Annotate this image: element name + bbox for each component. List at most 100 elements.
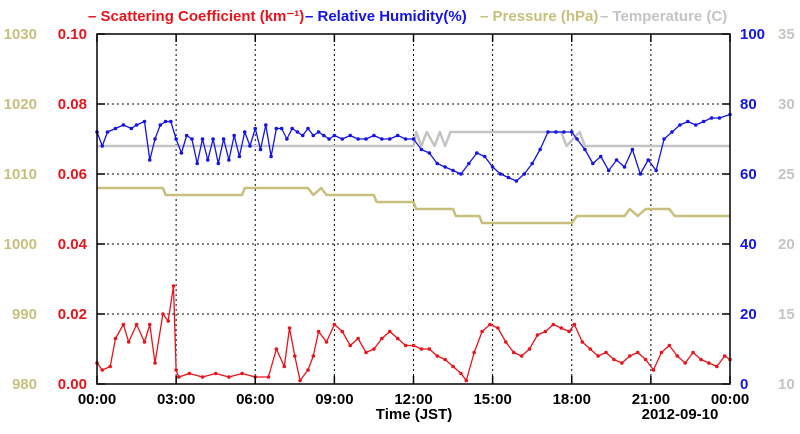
data-point-humidity xyxy=(467,161,471,166)
data-point-scattering xyxy=(356,336,360,341)
scattering-tick-label: 0.00 xyxy=(58,376,87,393)
temperature-tick-label: 10 xyxy=(778,376,795,393)
data-point-humidity xyxy=(242,130,247,134)
data-point-scattering xyxy=(567,329,571,334)
humidity-tick-label: 20 xyxy=(740,306,757,323)
temperature-tick-label: 35 xyxy=(778,26,795,43)
data-point-scattering xyxy=(166,319,171,323)
data-point-scattering xyxy=(395,336,400,341)
pressure-tick-label: 1020 xyxy=(4,96,37,113)
data-point-scattering xyxy=(324,340,329,344)
data-point-scattering xyxy=(340,329,345,334)
data-point-humidity xyxy=(701,119,706,124)
data-point-humidity xyxy=(591,161,595,166)
data-point-humidity xyxy=(562,130,566,134)
data-point-humidity xyxy=(622,165,627,169)
data-point-humidity xyxy=(686,119,690,124)
date-label: 2012-09-10 xyxy=(642,406,719,423)
data-point-scattering xyxy=(403,343,408,348)
data-point-scattering xyxy=(504,340,508,344)
data-point-humidity xyxy=(129,126,134,131)
data-point-humidity xyxy=(583,147,587,152)
data-point-humidity xyxy=(482,154,487,159)
data-point-scattering xyxy=(715,364,719,369)
data-point-humidity xyxy=(205,158,210,162)
data-point-humidity xyxy=(153,137,157,141)
data-point-scattering xyxy=(311,354,316,358)
data-point-humidity xyxy=(427,151,432,155)
data-point-humidity xyxy=(709,116,714,120)
data-point-scattering xyxy=(100,368,105,372)
data-point-scattering xyxy=(174,368,178,372)
data-point-scattering xyxy=(612,357,616,362)
data-point-humidity xyxy=(522,172,527,176)
data-point-humidity xyxy=(554,130,558,134)
data-point-humidity xyxy=(340,137,345,141)
scattering-tick-label: 0.08 xyxy=(58,96,87,113)
data-point-humidity xyxy=(630,147,635,152)
data-point-scattering xyxy=(142,340,147,344)
data-point-humidity xyxy=(248,144,252,148)
temperature-tick-label: 30 xyxy=(778,96,795,113)
data-point-scattering xyxy=(419,347,424,351)
data-point-humidity xyxy=(121,123,126,127)
data-point-humidity xyxy=(459,172,463,176)
data-point-scattering xyxy=(488,322,492,327)
data-point-humidity xyxy=(678,123,682,127)
data-point-humidity xyxy=(475,151,479,155)
data-point-humidity xyxy=(670,130,674,134)
data-point-scattering xyxy=(635,350,640,355)
data-point-humidity xyxy=(216,161,221,166)
data-point-humidity xyxy=(274,126,279,131)
data-point-humidity xyxy=(654,168,658,173)
data-point-humidity xyxy=(356,137,360,141)
data-point-humidity xyxy=(311,133,316,138)
data-point-humidity xyxy=(158,123,163,127)
humidity-tick-label: 0 xyxy=(740,376,748,393)
data-point-scattering xyxy=(496,326,500,330)
data-point-scattering xyxy=(691,350,695,355)
data-point-humidity xyxy=(190,137,194,141)
data-point-humidity xyxy=(332,133,337,138)
legend-item: – Temperature (C) xyxy=(600,8,727,25)
data-point-scattering xyxy=(113,336,118,341)
data-point-humidity xyxy=(348,133,353,138)
data-point-humidity xyxy=(322,133,326,138)
data-point-scattering xyxy=(427,347,432,351)
data-point-humidity xyxy=(264,123,268,127)
data-point-humidity xyxy=(237,154,242,159)
humidity-tick-label: 100 xyxy=(740,26,765,43)
data-point-humidity xyxy=(395,133,400,138)
data-point-scattering xyxy=(298,378,302,383)
data-point-scattering xyxy=(213,371,218,376)
legend-item: – Pressure (hPa) xyxy=(480,8,598,25)
scattering-tick-label: 0.04 xyxy=(58,236,88,253)
data-point-humidity xyxy=(184,133,189,138)
data-point-humidity xyxy=(435,161,440,166)
data-point-scattering xyxy=(411,343,416,348)
data-point-humidity xyxy=(443,165,447,169)
chart-series xyxy=(95,112,732,383)
chart-grid xyxy=(97,34,730,384)
data-point-scattering xyxy=(147,322,152,327)
x-tick-label: 15:00 xyxy=(473,391,511,408)
data-point-scattering xyxy=(443,357,447,362)
data-point-scattering xyxy=(176,375,181,379)
data-point-scattering xyxy=(527,347,532,351)
data-point-humidity xyxy=(530,161,534,166)
pressure-tick-label: 1010 xyxy=(4,166,37,183)
data-point-scattering xyxy=(559,326,563,330)
legend-item: – Scattering Coefficient (km⁻¹) xyxy=(88,8,304,25)
data-point-humidity xyxy=(227,158,231,162)
data-point-scattering xyxy=(651,368,656,372)
data-point-scattering xyxy=(364,350,368,355)
data-point-humidity xyxy=(693,123,698,127)
data-point-scattering xyxy=(511,350,516,355)
data-point-humidity xyxy=(646,158,651,162)
data-point-scattering xyxy=(153,361,157,365)
data-point-humidity xyxy=(327,137,331,141)
data-point-scattering xyxy=(683,361,687,365)
data-point-scattering xyxy=(332,322,337,327)
data-point-humidity xyxy=(253,126,258,131)
data-point-humidity xyxy=(269,154,273,159)
